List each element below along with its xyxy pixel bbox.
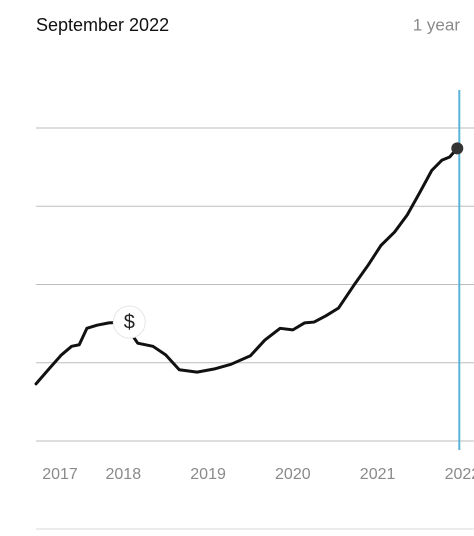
sale-marker[interactable]: $	[112, 305, 146, 339]
x-tick-label: 2017	[42, 466, 78, 483]
price-line	[34, 146, 459, 386]
sale-marker-badge	[112, 305, 146, 339]
x-tick-label: 2022	[445, 466, 474, 483]
x-tick-label: 2019	[190, 466, 226, 483]
range-button[interactable]: 1 year	[413, 15, 461, 34]
x-tick-label: 2021	[360, 466, 396, 483]
sale-marker-label: $	[124, 311, 135, 333]
current-point	[451, 142, 464, 155]
header-title: September 2022	[36, 15, 169, 35]
x-tick-label: 2020	[275, 466, 311, 483]
x-tick-label: 2018	[106, 466, 142, 483]
